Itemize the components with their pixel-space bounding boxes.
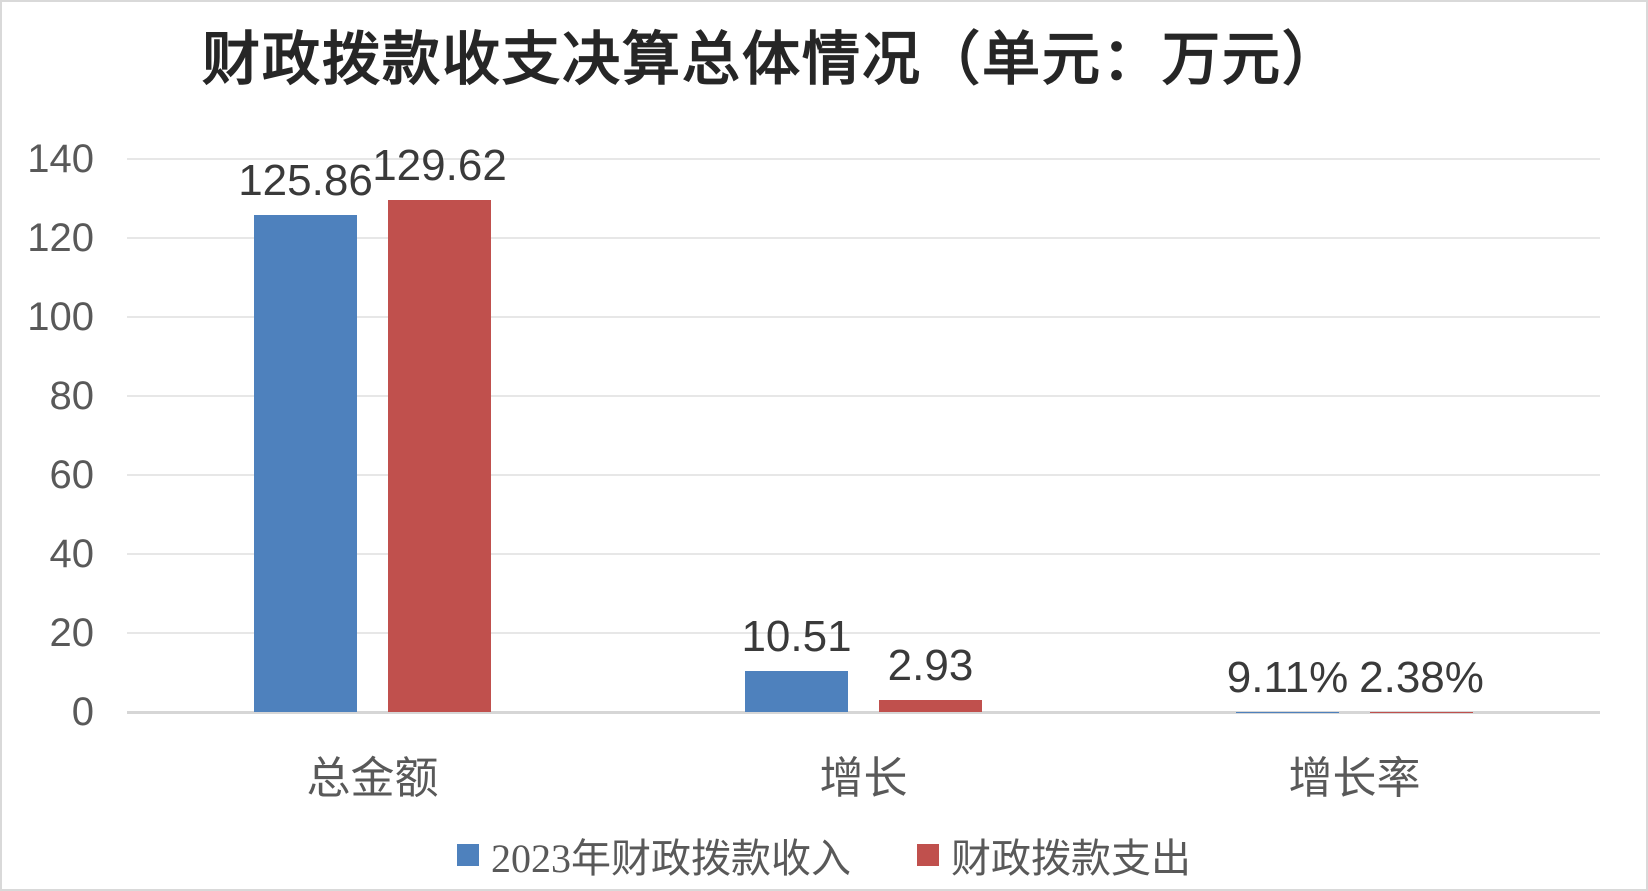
gridline-y-20 bbox=[127, 632, 1600, 634]
legend-label-expense: 财政拨款支出 bbox=[951, 836, 1191, 881]
legend-swatch-expense-icon bbox=[917, 844, 939, 866]
category-label-增长: 增长 bbox=[819, 754, 908, 803]
bar-series2-总金额 bbox=[388, 200, 491, 712]
legend-swatch-income-icon bbox=[457, 844, 479, 866]
plot-area: 125.86 129.62 10.51 2.93 9.11% 2.38% bbox=[127, 144, 1600, 714]
y-tick-label-100: 100 bbox=[27, 295, 94, 339]
chart-title: 财政拨款收支决算总体情况（单元：万元） bbox=[201, 27, 1342, 92]
gridline-y-120 bbox=[127, 237, 1600, 239]
bar-series2-增长 bbox=[879, 700, 982, 712]
legend-item-expense: 财政拨款支出 bbox=[917, 826, 1191, 884]
y-tick-label-80: 80 bbox=[49, 374, 95, 418]
gridline-y-100 bbox=[127, 316, 1600, 318]
category-label-增长率: 增长率 bbox=[1288, 754, 1421, 803]
legend-label-income: 2023年财政拨款收入 bbox=[491, 836, 851, 881]
y-tick-label-120: 120 bbox=[27, 216, 94, 260]
y-tick-label-140: 140 bbox=[27, 137, 94, 181]
gridline-y-40 bbox=[127, 553, 1600, 555]
x-axis-category-labels: 总金额 增长 增长率 bbox=[127, 742, 1600, 806]
x-axis-line bbox=[127, 711, 1600, 714]
category-label-总金额: 总金额 bbox=[306, 754, 439, 803]
legend-item-income: 2023年财政拨款收入 bbox=[457, 826, 851, 884]
gridline-y-60 bbox=[127, 474, 1600, 476]
data-label-series1-总金额: 125.86 bbox=[238, 155, 373, 205]
data-label-series2-总金额: 129.62 bbox=[372, 141, 507, 191]
bar-series1-总金额 bbox=[254, 214, 357, 712]
data-label-series1-增长: 10.51 bbox=[741, 611, 852, 661]
data-label-series2-增长: 2.93 bbox=[887, 641, 974, 691]
gridline-y-140 bbox=[127, 158, 1600, 160]
data-label-series2-增长率: 2.38% bbox=[1359, 652, 1484, 702]
y-tick-label-40: 40 bbox=[49, 532, 95, 576]
y-tick-label-0: 0 bbox=[71, 690, 94, 734]
data-label-series1-增长率: 9.11% bbox=[1226, 652, 1349, 702]
y-tick-label-60: 60 bbox=[49, 453, 95, 497]
legend: 2023年财政拨款收入 财政拨款支出 bbox=[2, 826, 1646, 884]
bar-series1-增长 bbox=[745, 670, 848, 712]
y-tick-label-20: 20 bbox=[49, 611, 95, 655]
gridline-y-80 bbox=[127, 395, 1600, 397]
